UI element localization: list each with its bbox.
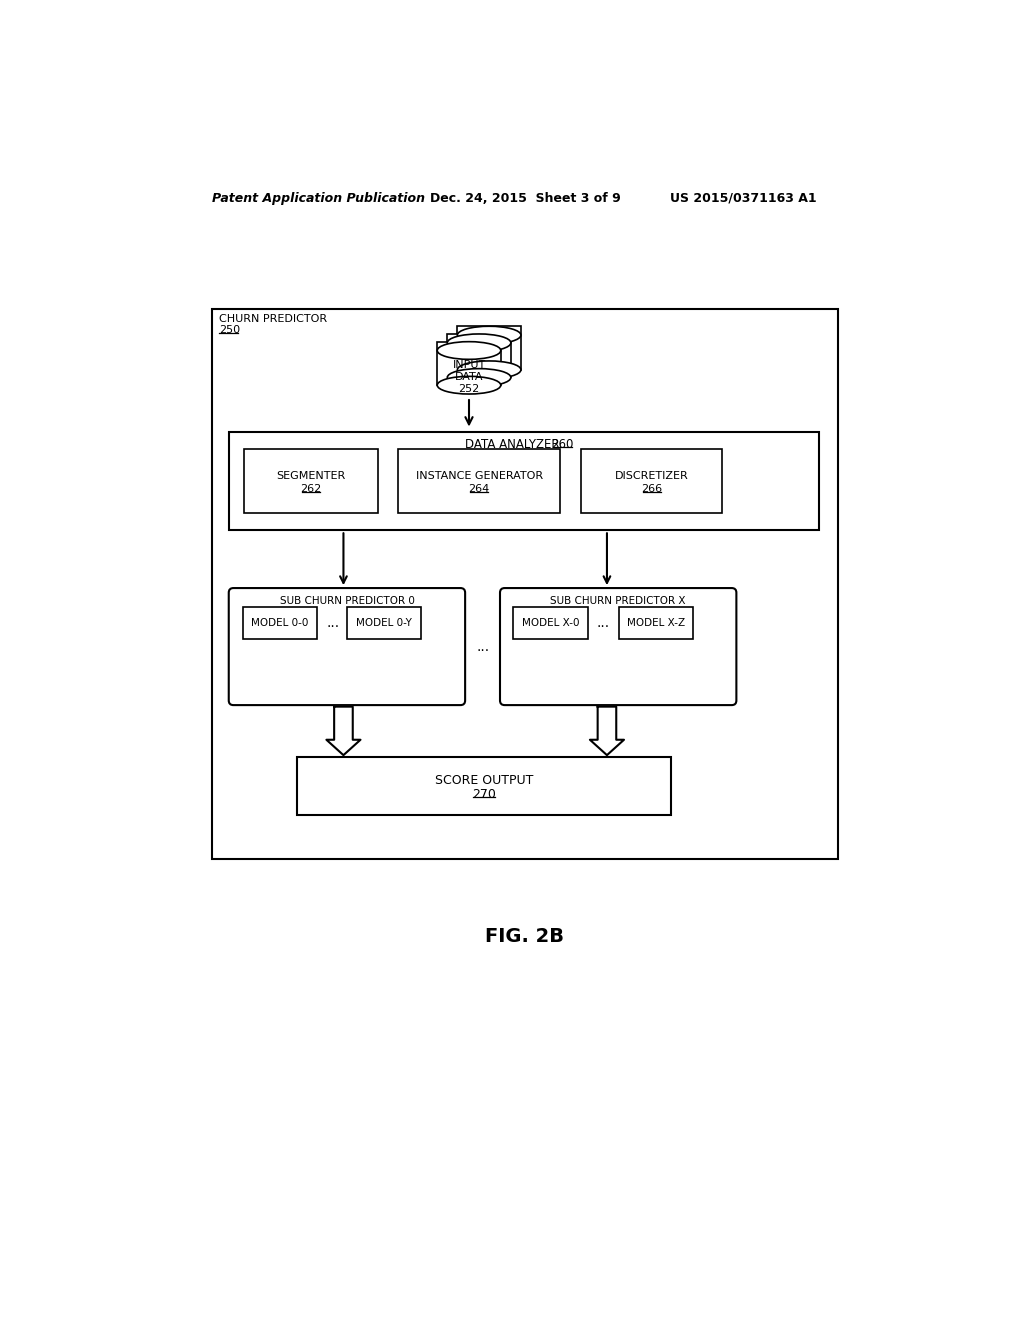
Text: DATA ANALYZER: DATA ANALYZER [465, 437, 560, 450]
Text: CHURN PREDICTOR: CHURN PREDICTOR [219, 314, 328, 323]
Ellipse shape [447, 334, 511, 351]
Ellipse shape [458, 326, 521, 345]
Text: MODEL X-Z: MODEL X-Z [627, 618, 685, 628]
Bar [397, 450, 560, 512]
Text: SUB CHURN PREDICTOR X: SUB CHURN PREDICTOR X [551, 597, 686, 606]
Bar [243, 607, 317, 639]
Text: 264: 264 [468, 483, 489, 494]
Text: ...: ... [476, 640, 489, 653]
Text: 260: 260 [552, 437, 574, 450]
Text: US 2015/0371163 A1: US 2015/0371163 A1 [671, 191, 817, 205]
Text: ...: ... [326, 615, 339, 630]
Bar [447, 334, 511, 378]
Text: SCORE OUTPUT: SCORE OUTPUT [434, 775, 532, 788]
Bar [582, 450, 722, 512]
Text: Dec. 24, 2015  Sheet 3 of 9: Dec. 24, 2015 Sheet 3 of 9 [430, 191, 621, 205]
Text: Patent Application Publication: Patent Application Publication [212, 191, 425, 205]
Text: SEGMENTER: SEGMENTER [276, 471, 345, 480]
Text: ...: ... [597, 615, 609, 630]
Bar [458, 326, 521, 370]
Text: MODEL 0-Y: MODEL 0-Y [355, 618, 412, 628]
Bar [228, 432, 819, 531]
Text: 270: 270 [472, 788, 496, 800]
Text: FIG. 2B: FIG. 2B [485, 927, 564, 945]
Ellipse shape [437, 342, 501, 359]
Bar [212, 309, 838, 859]
Bar [346, 607, 421, 639]
Ellipse shape [447, 368, 511, 387]
Bar [437, 342, 501, 385]
Polygon shape [590, 706, 624, 755]
Text: 262: 262 [300, 483, 322, 494]
Text: DISCRETIZER: DISCRETIZER [615, 471, 689, 480]
Bar [245, 450, 378, 512]
Text: MODEL X-0: MODEL X-0 [521, 618, 580, 628]
Text: SUB CHURN PREDICTOR 0: SUB CHURN PREDICTOR 0 [280, 597, 415, 606]
Ellipse shape [458, 360, 521, 379]
Bar [618, 607, 693, 639]
Text: MODEL 0-0: MODEL 0-0 [251, 618, 308, 628]
Polygon shape [327, 706, 360, 755]
FancyBboxPatch shape [500, 589, 736, 705]
Text: 252: 252 [459, 384, 479, 395]
FancyBboxPatch shape [228, 589, 465, 705]
Bar [297, 758, 671, 816]
Bar [513, 607, 588, 639]
Text: INSTANCE GENERATOR: INSTANCE GENERATOR [416, 471, 543, 480]
Text: 266: 266 [641, 483, 663, 494]
Text: INPUT
DATA: INPUT DATA [453, 360, 485, 381]
Ellipse shape [437, 376, 501, 395]
Text: 250: 250 [219, 325, 241, 335]
